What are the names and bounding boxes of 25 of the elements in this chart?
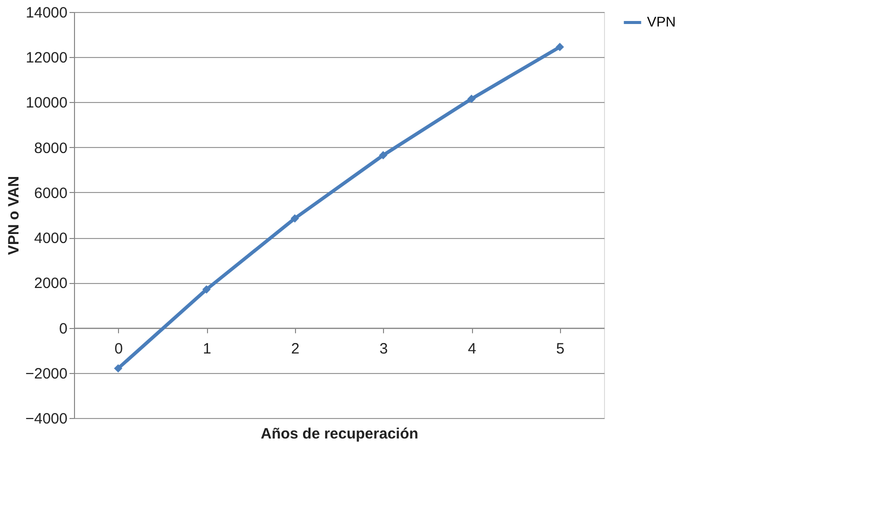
- y-tick-label: 0: [59, 320, 68, 338]
- y-tick-label: 2000: [34, 275, 68, 292]
- x-axis-title: Años de recuperación: [260, 426, 418, 442]
- y-tick-label: 8000: [34, 140, 68, 157]
- x-tick-label: 3: [379, 340, 388, 358]
- y-axis-title: VPN o VAN: [5, 176, 22, 255]
- y-tick-label: −4000: [25, 410, 68, 428]
- y-tick-label: 4000: [34, 230, 68, 248]
- x-tick-label: 0: [114, 340, 123, 358]
- point: [290, 214, 300, 223]
- point: [202, 285, 211, 294]
- point: [378, 151, 388, 160]
- x-tick-label: 1: [202, 340, 212, 358]
- point: [556, 42, 564, 52]
- x-tick-label: 4: [468, 340, 476, 358]
- x-tick-label: 2: [291, 340, 300, 358]
- y-tick-label: 12000: [26, 50, 68, 67]
- legend-label: VPN: [647, 14, 676, 30]
- y-tick-label: −2000: [25, 365, 68, 382]
- point: [467, 94, 476, 104]
- y-tick-label: 14000: [26, 4, 68, 22]
- x-tick-label: 5: [556, 340, 565, 358]
- y-tick-label: 10000: [26, 94, 68, 112]
- point: [114, 364, 122, 373]
- y-tick-label: 6000: [34, 184, 68, 202]
